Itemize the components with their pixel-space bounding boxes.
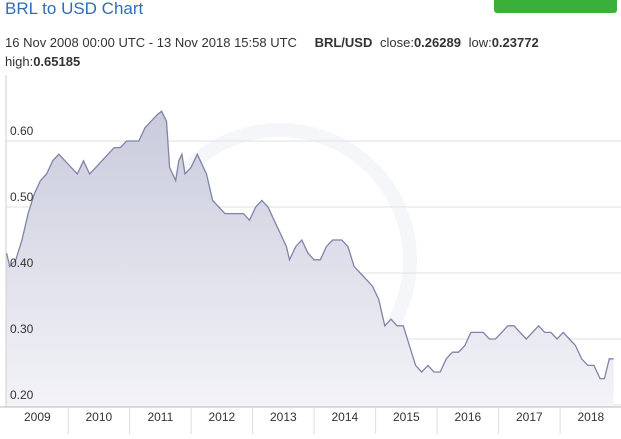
y-tick-label: 0.40 bbox=[10, 256, 34, 270]
x-tick-label: 2016 bbox=[455, 410, 482, 424]
summary: 16 Nov 2008 00:00 UTC - 13 Nov 2018 15:5… bbox=[5, 35, 539, 50]
action-button[interactable] bbox=[494, 0, 617, 13]
date-range: 16 Nov 2008 00:00 UTC - 13 Nov 2018 15:5… bbox=[5, 35, 297, 50]
stat-label: low: bbox=[469, 35, 492, 50]
summary-2: high:0.65185 bbox=[5, 54, 80, 69]
chart-title: BRL to USD Chart bbox=[5, 0, 144, 18]
x-tick-label: 2018 bbox=[578, 410, 605, 424]
stat-value: 0.26289 bbox=[414, 35, 461, 50]
area bbox=[6, 111, 614, 408]
y-tick-label: 0.30 bbox=[10, 322, 34, 336]
x-axis-band bbox=[0, 407, 621, 434]
y-tick-label: 0.20 bbox=[10, 388, 34, 402]
stat-label: high: bbox=[5, 54, 33, 69]
x-tick-label: 2017 bbox=[516, 410, 543, 424]
y-tick-label: 0.60 bbox=[10, 124, 34, 138]
stat-value: 0.65185 bbox=[33, 54, 80, 69]
x-tick-label: 2010 bbox=[86, 410, 113, 424]
pair: BRL/USD bbox=[315, 35, 373, 50]
y-tick-label: 0.50 bbox=[10, 190, 34, 204]
x-tick-label: 2013 bbox=[270, 410, 297, 424]
x-tick-label: 2011 bbox=[147, 410, 173, 424]
stat-value: 0.23772 bbox=[492, 35, 539, 50]
x-tick-label: 2015 bbox=[393, 410, 420, 424]
x-tick-label: 2009 bbox=[24, 410, 51, 424]
x-tick-label: 2014 bbox=[332, 410, 359, 424]
x-tick-label: 2012 bbox=[209, 410, 236, 424]
stat-label: close: bbox=[380, 35, 414, 50]
line bbox=[5, 110, 614, 380]
